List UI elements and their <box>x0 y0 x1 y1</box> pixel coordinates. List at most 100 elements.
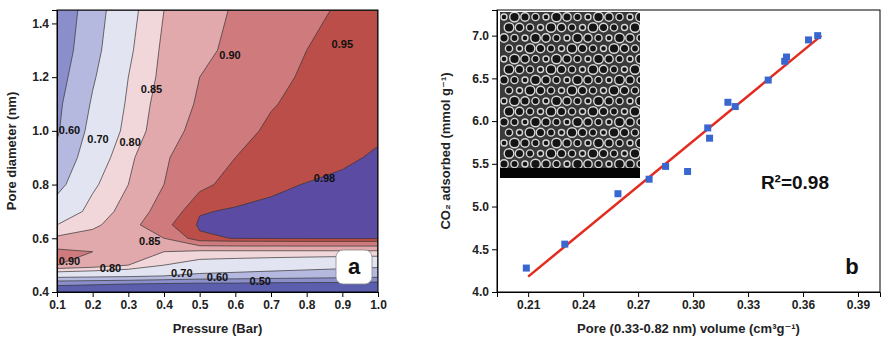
panel-label-box <box>336 250 372 284</box>
tick-mark <box>271 292 272 297</box>
inset-pore <box>552 96 562 106</box>
inset-pore <box>622 67 628 73</box>
inset-pore <box>610 66 617 73</box>
inset-pore <box>521 55 529 63</box>
tick-mark <box>128 292 129 297</box>
tick-mark <box>492 78 497 79</box>
inset-pore <box>627 14 633 20</box>
inset-pore <box>522 161 528 167</box>
tick-mark <box>528 292 529 297</box>
tick-label: 1.0 <box>370 298 387 312</box>
axis-line <box>498 293 881 298</box>
contour-label: 0.60 <box>207 271 228 283</box>
inset-pore <box>585 56 591 62</box>
inset-pore <box>595 76 602 83</box>
inset-pore <box>522 77 528 83</box>
inset-pore <box>505 87 512 94</box>
inset-pore <box>588 149 598 159</box>
tick-mark <box>803 292 804 297</box>
tick-label: 0.39 <box>847 298 871 312</box>
inset-pore <box>610 150 617 157</box>
inset-pore <box>615 33 625 43</box>
tick-label: 1.2 <box>32 70 49 84</box>
inset-pore <box>601 130 607 136</box>
inset-pore <box>627 98 633 104</box>
inset-pore <box>511 160 518 167</box>
tick: 1.4 <box>32 17 57 31</box>
inset-pore <box>553 160 560 167</box>
tick-mark <box>52 238 57 239</box>
inset-pore <box>588 23 598 33</box>
inset-pore <box>505 45 512 52</box>
inset-pore <box>501 98 507 104</box>
axis-line <box>492 11 498 293</box>
contour-band <box>196 146 378 238</box>
inset-pore <box>525 128 535 138</box>
point <box>646 176 653 183</box>
tick-label: 0.5 <box>192 298 209 312</box>
inset-pore <box>526 24 533 31</box>
tick: 0.4 <box>156 292 173 312</box>
inset-pore <box>526 66 533 73</box>
annotation: R²=0.98 <box>761 172 829 193</box>
contour-line <box>196 146 378 238</box>
contour-band <box>57 10 378 272</box>
inset-pore <box>542 160 550 168</box>
tick-label: 0.1 <box>49 298 66 312</box>
inset-pore <box>594 12 604 22</box>
inset-pore <box>567 128 577 138</box>
tick-label: 0.7 <box>263 298 280 312</box>
x-axis-title: Pore (0.33-0.82 nm) volume (cm³g⁻¹) <box>577 321 800 336</box>
x-axis-title: Pressure (Bar) <box>173 321 263 336</box>
inset-pore <box>563 13 571 21</box>
inset-pore <box>599 107 607 115</box>
inset-pore <box>546 23 556 33</box>
point <box>805 36 812 43</box>
inset-pore <box>631 129 638 136</box>
inset-pore <box>522 35 528 41</box>
axis-line <box>58 293 379 298</box>
inset-pore <box>574 13 581 20</box>
inset-pore <box>605 97 613 105</box>
inset-pore <box>557 23 565 31</box>
inset-pore <box>563 139 571 147</box>
inset-pore <box>627 56 633 62</box>
tick-mark <box>52 131 57 132</box>
inset-pore <box>637 118 640 125</box>
inset-pore <box>636 138 640 148</box>
point <box>614 190 621 197</box>
tick: 0.7 <box>263 292 280 312</box>
inset-pore <box>599 23 607 31</box>
inset-pore <box>630 65 640 75</box>
inset-pore <box>601 88 607 94</box>
inset-pore <box>584 118 592 126</box>
plot-frame <box>497 10 880 292</box>
inset-pore <box>631 45 638 52</box>
tick-label: 0.4 <box>156 298 173 312</box>
inset-pore <box>578 44 586 52</box>
tick: 0.30 <box>682 292 706 312</box>
inset-pore <box>543 14 549 20</box>
inset-pore <box>605 55 613 63</box>
contour-band <box>57 10 378 277</box>
tick-mark <box>693 292 694 297</box>
inset-pore <box>543 140 549 146</box>
contour-line <box>57 10 378 286</box>
contour-label: 0.80 <box>119 136 140 148</box>
tick: 4.0 <box>472 285 497 299</box>
tick-mark <box>52 185 57 186</box>
inset-pore <box>546 65 556 75</box>
inset-pore <box>606 77 612 83</box>
inset-pore <box>606 161 612 167</box>
inset-pore <box>500 76 508 84</box>
inset-pore <box>553 118 560 125</box>
contour-label: 0.90 <box>59 255 80 267</box>
contour-label: 0.70 <box>87 133 108 145</box>
inset-pore <box>568 24 575 31</box>
tick-label: 0.9 <box>334 298 351 312</box>
inset-pore <box>542 34 550 42</box>
inset-pore <box>536 128 544 136</box>
inset-pore <box>504 149 514 159</box>
inset-pore <box>543 98 549 104</box>
tick-label: 5.5 <box>472 157 489 171</box>
